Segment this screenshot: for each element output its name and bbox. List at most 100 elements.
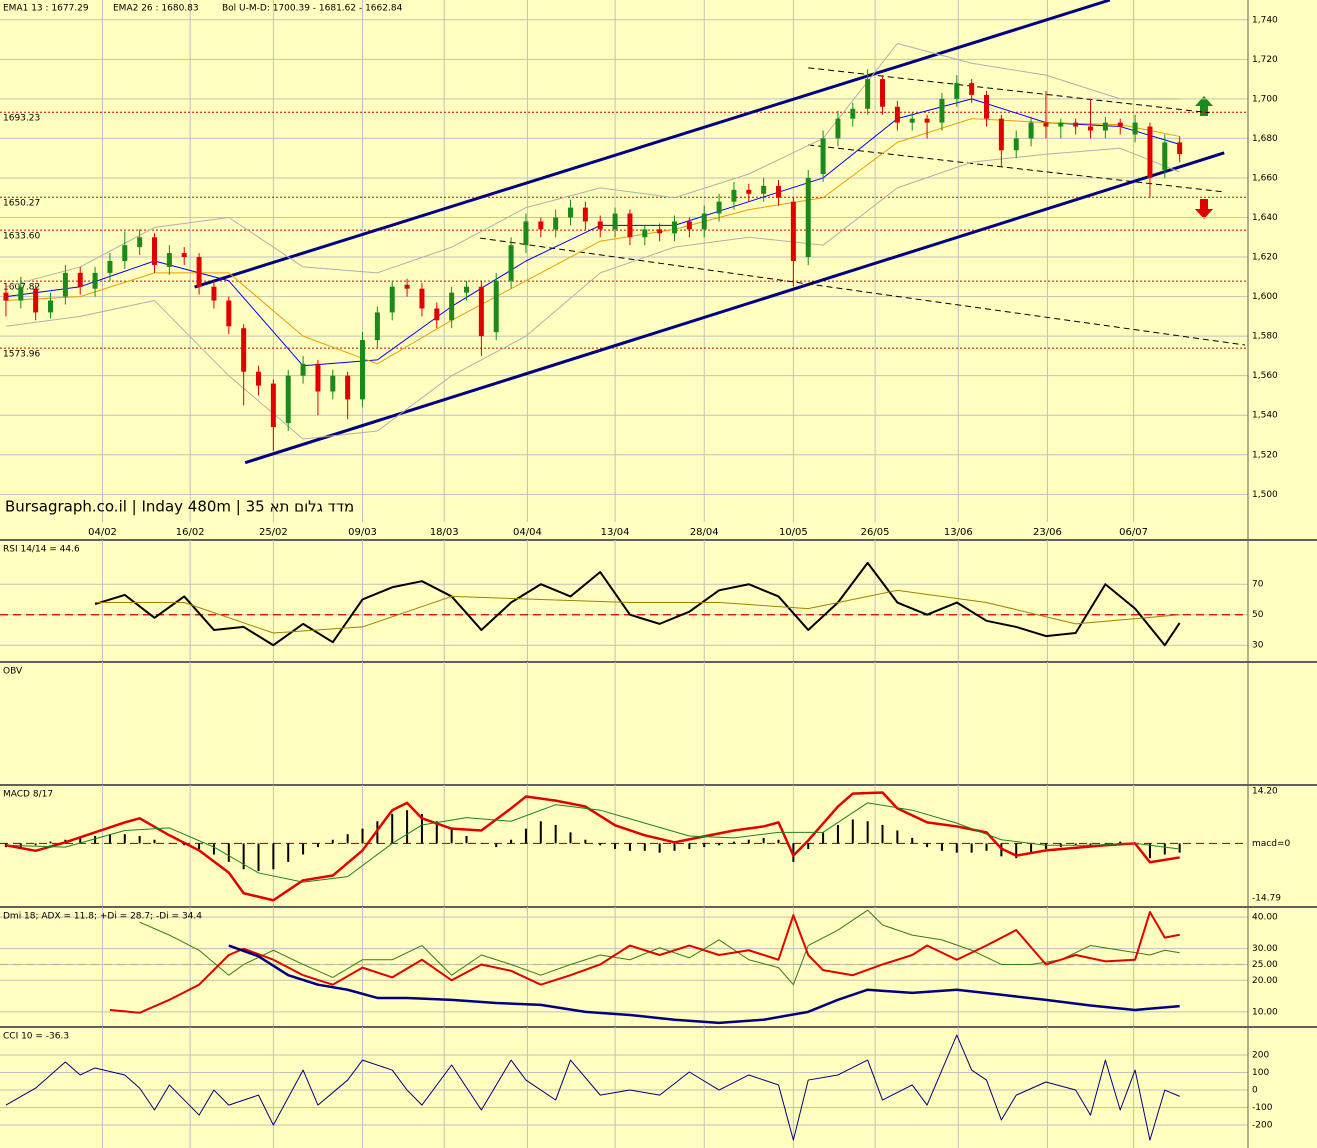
candle-body	[761, 185, 767, 194]
histogram-bar	[688, 843, 691, 849]
y-tick-label: 25.00	[1252, 960, 1278, 970]
histogram-bar	[227, 843, 230, 862]
candle-body	[226, 300, 232, 327]
legend-label: Bol U-M-D: 1700.39 - 1681.62 - 1662.84	[222, 4, 403, 14]
candle-body	[672, 221, 678, 234]
candle-body	[1013, 138, 1019, 151]
x-tick-label: 10/05	[779, 527, 808, 538]
candle-body	[508, 245, 514, 281]
candle-body	[909, 118, 915, 123]
histogram-bar	[777, 839, 780, 844]
x-tick-label: 09/03	[348, 527, 377, 538]
candle-body	[1028, 122, 1034, 139]
histogram-bar	[138, 836, 141, 844]
histogram-bar	[420, 813, 423, 844]
candle-body	[300, 363, 306, 376]
histogram-bar	[866, 821, 869, 844]
histogram-bar	[732, 841, 735, 844]
candle-body	[152, 237, 158, 265]
candle-body	[211, 286, 217, 301]
legend-label: EMA2 26 : 1680.83	[113, 4, 199, 14]
level-label: 1633.60	[3, 232, 40, 242]
y-tick-label: 1,500	[1252, 490, 1278, 500]
histogram-bar	[955, 843, 958, 853]
histogram-bar	[970, 843, 973, 853]
level-label: 1650.27	[3, 199, 40, 209]
legend-label: EMA1 13 : 1677.29	[3, 4, 89, 14]
candle-body	[330, 375, 336, 392]
candle-body	[820, 138, 826, 174]
histogram-bar	[807, 843, 810, 849]
candle-body	[33, 288, 39, 313]
candle-body	[1073, 122, 1079, 127]
series-line	[5, 791, 1180, 902]
histogram-bar	[569, 832, 572, 844]
candle-body	[419, 288, 425, 309]
candle-body	[850, 108, 856, 119]
candle-body	[107, 261, 113, 273]
histogram-bar	[480, 843, 483, 844]
candle-body	[1147, 126, 1153, 178]
candle-body	[196, 257, 202, 287]
candle-body	[92, 272, 98, 289]
histogram-bar	[198, 843, 201, 849]
trend-line	[194, 0, 1111, 289]
histogram-bar	[361, 828, 364, 844]
histogram-bar	[495, 843, 498, 848]
histogram-bar	[1089, 843, 1092, 846]
candle-body	[270, 383, 276, 428]
histogram-bar	[212, 843, 215, 855]
candle-body	[701, 213, 707, 230]
y-tick-label: 1,740	[1252, 15, 1278, 25]
series-line	[5, 118, 1180, 365]
candle-body	[1088, 126, 1094, 131]
x-tick-label: 26/05	[861, 527, 890, 538]
candle-body	[731, 189, 737, 202]
histogram-bar	[1104, 843, 1107, 844]
y-tick-label: 1,520	[1252, 450, 1278, 460]
candle-body	[538, 221, 544, 230]
series-line	[5, 1034, 1180, 1141]
histogram-bar	[346, 834, 349, 844]
histogram-bar	[108, 834, 111, 844]
x-tick-label: 04/02	[88, 527, 117, 538]
candle-body	[285, 375, 291, 424]
candle-body	[1117, 122, 1123, 127]
y-tick-label: 1,560	[1252, 371, 1278, 381]
y-tick-label: -100	[1252, 1103, 1273, 1113]
candle-body	[924, 118, 930, 123]
candle-body	[3, 292, 9, 301]
histogram-bar	[168, 843, 171, 844]
histogram-bar	[242, 843, 245, 870]
histogram-bar	[123, 834, 126, 844]
level-label: 1693.23	[3, 114, 40, 124]
candle-body	[939, 98, 945, 123]
candle-body	[181, 253, 187, 258]
trend-line	[808, 67, 1210, 114]
series-line	[95, 589, 1180, 634]
candle-body	[880, 79, 886, 107]
candle-body	[582, 207, 588, 222]
y-tick-label: 14.20	[1252, 787, 1278, 797]
candle-body	[389, 286, 395, 313]
y-tick-label: 1,640	[1252, 213, 1278, 223]
histogram-bar	[1015, 843, 1018, 859]
candle-body	[1132, 122, 1138, 135]
candle-body	[315, 363, 321, 392]
histogram-bar	[94, 836, 97, 844]
candle-body	[954, 83, 960, 99]
histogram-bar	[911, 837, 914, 844]
y-tick-label: 40.00	[1252, 913, 1278, 923]
histogram-bar	[302, 843, 305, 855]
series-line	[5, 802, 1180, 883]
histogram-bar	[539, 821, 542, 844]
trend-line	[244, 151, 1225, 465]
candle-body	[18, 286, 24, 301]
histogram-bar	[391, 813, 394, 844]
histogram-bar	[272, 843, 275, 870]
histogram-bar	[257, 843, 260, 872]
histogram-bar	[554, 824, 557, 844]
panel-title: OBV	[3, 667, 23, 677]
candle-body	[894, 106, 900, 123]
panel-title: Dmi 18; ADX = 11.8; +Di = 28.7; -Di = 34…	[3, 912, 202, 922]
